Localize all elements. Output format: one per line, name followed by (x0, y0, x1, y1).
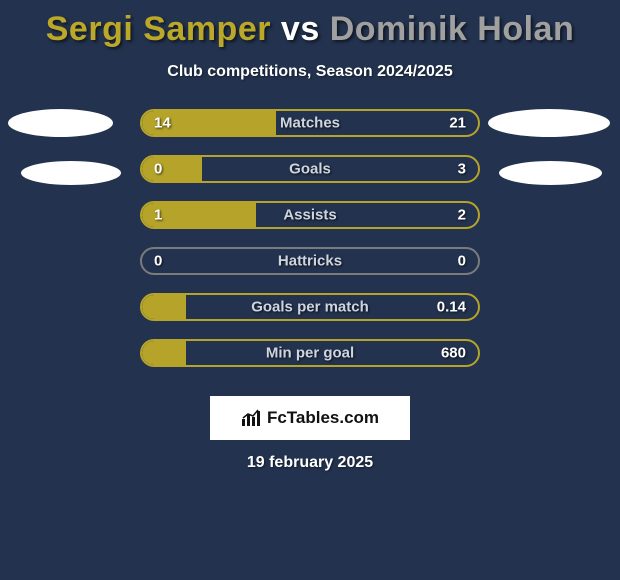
stat-value-right: 3 (458, 161, 466, 178)
stat-bar: Goals per match0.14 (140, 293, 480, 321)
player1-name: Sergi Samper (46, 10, 271, 48)
stat-bar: 14Matches21 (140, 109, 480, 137)
badge-ellipse (8, 109, 113, 137)
badge-ellipse (21, 161, 121, 185)
stat-label: Assists (142, 207, 478, 224)
stat-label: Goals (142, 161, 478, 178)
badge-ellipse (488, 109, 610, 137)
stat-value-right: 0.14 (437, 299, 466, 316)
vs-label: vs (281, 10, 320, 48)
stat-value-right: 680 (441, 345, 466, 362)
badge-ellipse (499, 161, 602, 185)
stat-bar: 0Hattricks0 (140, 247, 480, 275)
stat-bar: Min per goal680 (140, 339, 480, 367)
stat-bars: 14Matches210Goals31Assists20Hattricks0Go… (140, 109, 480, 385)
bar-chart-icon (241, 409, 263, 427)
snapshot-date: 19 february 2025 (0, 454, 620, 472)
stat-label: Matches (142, 115, 478, 132)
player2-name: Dominik Holan (330, 10, 575, 48)
stat-value-right: 21 (449, 115, 466, 132)
stat-label: Hattricks (142, 253, 478, 270)
stat-value-right: 0 (458, 253, 466, 270)
stat-label: Goals per match (142, 299, 478, 316)
stat-bar: 0Goals3 (140, 155, 480, 183)
stat-bar: 1Assists2 (140, 201, 480, 229)
stat-value-right: 2 (458, 207, 466, 224)
branding-text: FcTables.com (267, 408, 379, 428)
branding: FcTables.com (210, 396, 410, 440)
comparison-title: Sergi Samper vs Dominik Holan (0, 0, 620, 49)
stat-label: Min per goal (142, 345, 478, 362)
subtitle: Club competitions, Season 2024/2025 (0, 63, 620, 81)
